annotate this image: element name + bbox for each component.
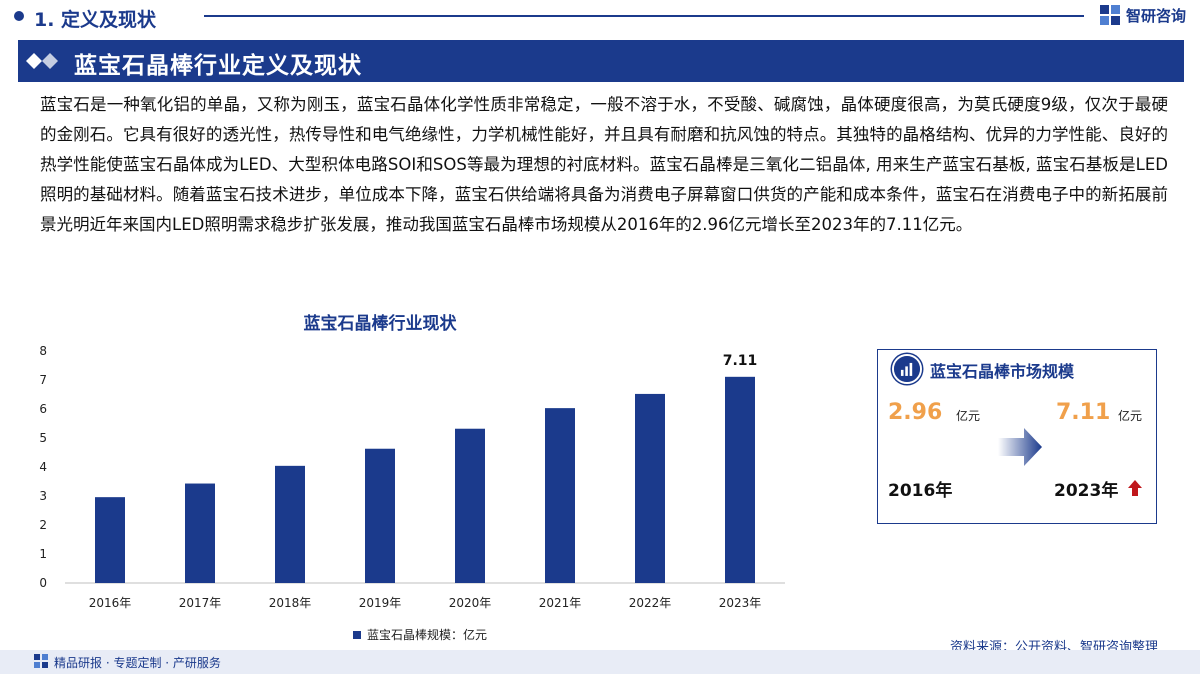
start-value: 2.96 xyxy=(888,400,943,425)
x-tick-label: 2019年 xyxy=(359,596,402,610)
bar xyxy=(545,408,575,583)
x-tick-label: 2017年 xyxy=(179,596,222,610)
banner-title: 蓝宝石晶棒行业定义及现状 xyxy=(74,53,362,79)
y-tick-label: 1 xyxy=(39,547,47,561)
brand-logo-icon xyxy=(1099,5,1120,25)
card-title: 蓝宝石晶棒市场规模 xyxy=(930,362,1075,381)
y-tick-label: 3 xyxy=(39,489,47,503)
market-size-card: 蓝宝石晶棒市场规模 2.96 亿元 7.11 亿元 2016年 2023年 xyxy=(877,349,1157,524)
start-year: 2016年 xyxy=(888,481,953,501)
y-tick-label: 8 xyxy=(39,344,47,358)
y-tick-label: 6 xyxy=(39,402,47,416)
y-tick-label: 4 xyxy=(39,460,47,474)
bar xyxy=(275,465,305,583)
bar xyxy=(365,448,395,583)
bar xyxy=(185,483,215,583)
bar-chart: 0 1 2 3 4 5 6 7 8 2016年 2017年 2018年 2019年 2020年 2021年 2… xyxy=(39,344,785,610)
section-title: 1. 定义及现状 xyxy=(34,9,157,31)
bar xyxy=(635,393,665,583)
description-paragraph: 蓝宝石是一种氧化铝的单晶，又称为刚玉，蓝宝石晶体化学性质非常稳定，一般不溶于水，… xyxy=(40,95,1168,234)
bar xyxy=(725,376,755,583)
legend-swatch xyxy=(353,630,361,639)
header-divider xyxy=(204,15,1084,17)
top-header: 1. 定义及现状 智研咨询 xyxy=(0,0,1200,34)
title-banner: 蓝宝石晶棒行业定义及现状 xyxy=(18,40,1184,82)
bar xyxy=(95,497,125,583)
card-header: 蓝宝石晶棒市场规模 xyxy=(878,350,1156,386)
y-tick-label: 5 xyxy=(39,431,47,445)
section-bullet-icon xyxy=(14,11,24,21)
y-tick-label: 0 xyxy=(39,576,47,590)
end-unit: 亿元 xyxy=(1118,409,1143,423)
x-tick-label: 2016年 xyxy=(89,596,132,610)
y-tick-label: 7 xyxy=(39,373,47,387)
chart-title: 蓝宝石晶棒行业现状 xyxy=(303,314,457,334)
diamond-bullets-icon xyxy=(26,53,58,69)
end-year: 2023年 xyxy=(1054,481,1119,501)
brand-name: 智研咨询 xyxy=(1125,6,1186,25)
up-arrow-icon xyxy=(1128,480,1142,496)
footer-bar: 精品研报 · 专题定制 · 产研服务 xyxy=(0,650,1200,674)
footer-logo-icon xyxy=(34,654,48,668)
y-tick-label: 2 xyxy=(39,518,47,532)
x-tick-label: 2023年 xyxy=(719,596,762,610)
x-tick-label: 2020年 xyxy=(449,596,492,610)
brand: 智研咨询 xyxy=(1099,4,1186,26)
legend-label: 蓝宝石晶棒规模：亿元 xyxy=(367,628,488,642)
end-value: 7.11 xyxy=(1056,400,1111,425)
chart-legend: 蓝宝石晶棒规模：亿元 xyxy=(353,626,487,643)
x-tick-label: 2021年 xyxy=(539,596,582,610)
data-label: 7.11 xyxy=(723,353,758,369)
x-tick-label: 2022年 xyxy=(629,596,672,610)
bar-chart-icon xyxy=(892,354,922,384)
bar xyxy=(455,428,485,583)
footer-slogan: 精品研报 · 专题定制 · 产研服务 xyxy=(54,656,221,670)
x-tick-label: 2018年 xyxy=(269,596,312,610)
arrow-right-icon xyxy=(998,428,1042,466)
start-unit: 亿元 xyxy=(956,409,981,423)
